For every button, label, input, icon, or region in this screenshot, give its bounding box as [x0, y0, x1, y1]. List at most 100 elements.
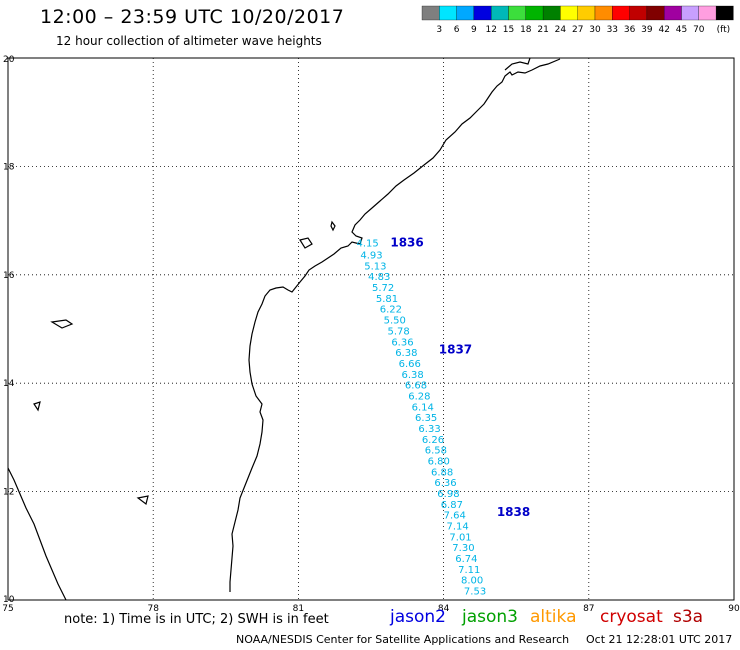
color-scale-label: 12: [485, 25, 496, 35]
color-scale-label: 15: [503, 25, 514, 35]
lat-tick-label: 14: [3, 379, 15, 389]
west-coast-line: [7, 467, 67, 601]
swh-value-label: 7.11: [458, 565, 480, 576]
color-swatch: [629, 5, 648, 21]
swh-value-label: 6.36: [434, 478, 456, 489]
color-scale-label: 42: [658, 25, 669, 35]
color-swatch: [491, 5, 509, 21]
delta-island-1: [299, 237, 313, 249]
swh-value-label: 6.38: [401, 370, 423, 381]
swh-value-label: 6.26: [422, 435, 444, 446]
swh-value-label: 5.78: [387, 326, 409, 337]
color-scale-label: 30: [589, 25, 601, 35]
pass-time-label: 1838: [497, 505, 530, 519]
footer-note: note: 1) Time is in UTC; 2) SWH is in fe…: [64, 612, 329, 627]
color-scale-label: 70: [693, 25, 705, 35]
swh-value-label: 6.98: [437, 489, 459, 500]
swh-value-label: 6.35: [415, 413, 437, 424]
swh-value-label: 7.64: [444, 511, 466, 522]
swh-value-label: 5.72: [372, 283, 394, 294]
lon-tick-label: 87: [583, 604, 594, 614]
lon-tick-label: 78: [147, 604, 159, 614]
swh-value-label: 5.81: [376, 294, 398, 305]
swh-value-label: 6.33: [418, 424, 440, 435]
lat-tick-label: 20: [3, 55, 15, 65]
swh-value-label: 6.68: [405, 381, 427, 392]
color-swatch: [560, 5, 578, 21]
color-scale-label: 27: [572, 25, 583, 35]
swh-value-label: 6.38: [395, 348, 417, 359]
swh-value-label: 6.87: [441, 500, 463, 511]
swh-value-label: 6.88: [431, 467, 453, 478]
lat-tick-label: 10: [3, 595, 15, 605]
satellite-legend-s3a: s3a: [673, 607, 704, 627]
lon-tick-label: 84: [438, 604, 450, 614]
color-swatch: [542, 5, 561, 21]
delta-island-2: [330, 220, 336, 232]
latitude-ticks: 20 18 16 14 12 10: [3, 55, 15, 605]
map-subtitle: 12 hour collection of altimeter wave hei…: [56, 34, 322, 48]
swh-value-label: 6.28: [408, 391, 430, 402]
color-swatch: [525, 5, 544, 21]
color-swatch: [508, 5, 526, 21]
color-swatch: [698, 5, 717, 21]
plot-frame: [7, 57, 735, 601]
swh-value-label: 6.14: [412, 402, 434, 413]
small-island-a: [50, 319, 74, 329]
swh-value-label: 6.58: [425, 446, 447, 457]
swh-value-label: 4.83: [368, 272, 390, 283]
longitude-ticks: 75 78 81 84 87 90: [2, 604, 740, 614]
small-island-c: [136, 495, 149, 506]
graticule-gridlines: [8, 58, 734, 600]
pass-time-label: 1836: [390, 236, 423, 250]
swh-value-label: 4.15: [356, 239, 378, 250]
swh-value-label: 6.80: [428, 457, 450, 468]
color-swatch: [439, 5, 457, 21]
satellite-legend-jason2: jason2: [390, 607, 446, 627]
color-swatch: [473, 5, 492, 21]
color-scale-label: 33: [607, 25, 618, 35]
color-scale-label: 39: [641, 25, 653, 35]
footer-credit: NOAA/NESDIS Center for Satellite Applica…: [236, 633, 570, 646]
color-swatch: [421, 5, 440, 21]
swh-value-label: 7.14: [447, 522, 469, 533]
pass-time-label: 1837: [439, 342, 472, 356]
color-swatch: [664, 5, 682, 21]
swh-value-label: 6.66: [399, 359, 421, 370]
color-swatch: [594, 5, 613, 21]
swh-value-label: 7.53: [464, 587, 486, 598]
east-coast-line: [229, 58, 561, 592]
color-scale-label: 6: [454, 25, 460, 35]
swh-value-label: 5.13: [364, 261, 386, 272]
coastline: [7, 57, 561, 601]
color-scale-label: 18: [520, 25, 532, 35]
color-scale-label: 21: [537, 25, 548, 35]
color-swatch: [612, 5, 630, 21]
swh-value-label: 6.22: [380, 305, 402, 316]
swh-value-label: 4.93: [360, 251, 382, 262]
map-title: 12:00 – 23:59 UTC 10/20/2017: [40, 6, 345, 28]
andaman-coast: [504, 57, 531, 71]
color-swatch: [456, 5, 475, 21]
lat-tick-label: 12: [3, 488, 14, 498]
color-scale-label: 36: [624, 25, 636, 35]
lat-tick-label: 18: [3, 162, 15, 172]
color-scale-label: 9: [471, 25, 477, 35]
swh-value-label: 8.00: [461, 576, 483, 587]
color-scale-bar: 3 6 9 12 15 18 21 24 27 30 33 36 39 42 45 70 (ft): [421, 5, 734, 35]
satellite-legend-cryosat: cryosat: [600, 607, 663, 627]
swh-value-label: 7.01: [449, 532, 471, 543]
swh-value-label: 5.50: [384, 316, 406, 327]
color-swatch: [646, 5, 665, 21]
color-scale-label: 45: [676, 25, 687, 35]
lon-tick-label: 75: [2, 604, 13, 614]
color-scale-unit: (ft): [717, 25, 731, 35]
color-scale-label: 24: [555, 25, 567, 35]
swh-track: 4.154.935.134.835.725.816.225.505.78 6.36…: [356, 239, 486, 598]
small-island-b: [33, 401, 41, 412]
footer-timestamp: Oct 21 12:28:01 UTC 2017: [586, 633, 733, 646]
pass-time-labels: 1836 1837 1838: [390, 236, 530, 519]
lon-tick-label: 81: [293, 604, 304, 614]
